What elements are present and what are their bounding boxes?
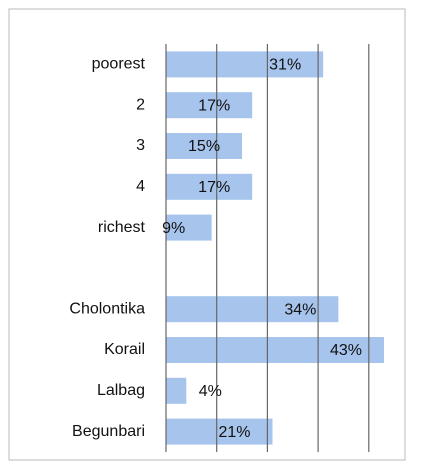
bar: [166, 133, 243, 159]
data-label: 9%: [162, 220, 185, 237]
bar: [166, 418, 273, 445]
bar: [166, 296, 339, 323]
data-label: 4%: [199, 383, 222, 400]
bar: [166, 377, 187, 404]
y-tick-label: 3: [136, 137, 145, 154]
y-tick-label: Cholontika: [69, 300, 145, 317]
data-label: 17%: [198, 179, 230, 196]
y-tick-label: Begunbari: [72, 423, 145, 440]
data-label: 43%: [330, 342, 362, 359]
y-tick-label: Korail: [104, 341, 145, 358]
data-label: 17%: [198, 97, 230, 114]
y-tick-label: richest: [98, 219, 146, 236]
bar: [166, 92, 253, 119]
y-tick-label: 2: [136, 96, 145, 113]
bar: [166, 337, 385, 363]
bar: [166, 214, 212, 241]
data-label: 21%: [218, 424, 250, 441]
y-tick-label: 4: [136, 178, 145, 195]
bar: [166, 51, 324, 78]
y-tick-label: poorest: [92, 56, 146, 73]
data-label: 15%: [188, 138, 220, 155]
data-label: 34%: [284, 301, 316, 318]
bar: [166, 173, 253, 200]
data-label: 31%: [269, 57, 301, 74]
y-tick-label: Lalbag: [97, 382, 145, 399]
